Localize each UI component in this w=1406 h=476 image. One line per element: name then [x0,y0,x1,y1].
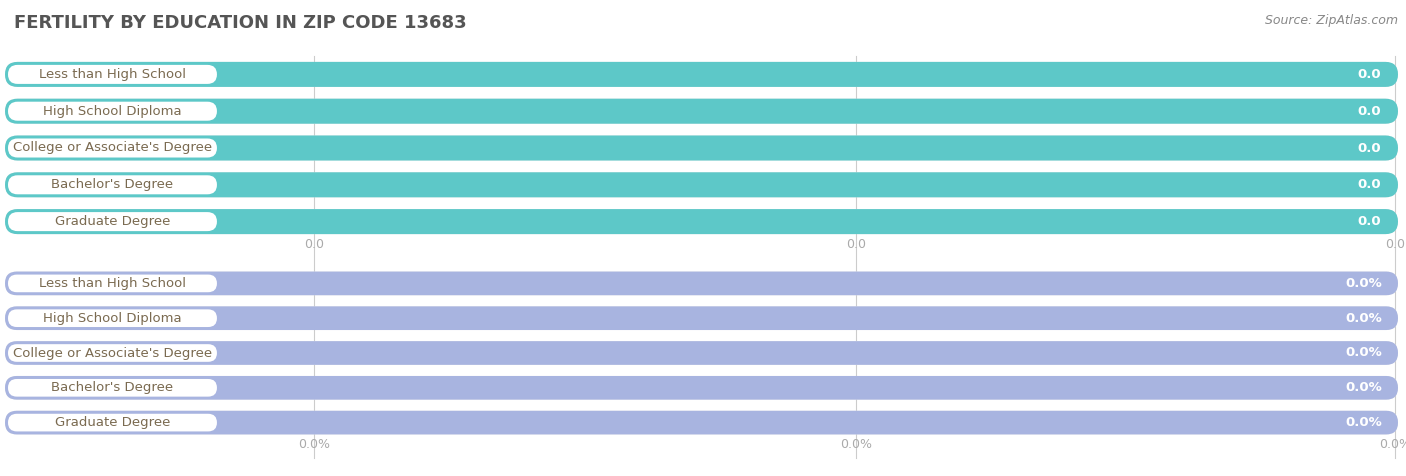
FancyBboxPatch shape [6,411,1398,435]
Text: Bachelor's Degree: Bachelor's Degree [52,381,173,394]
Text: 0.0: 0.0 [304,238,323,250]
FancyBboxPatch shape [8,275,217,292]
FancyBboxPatch shape [6,272,1398,295]
FancyBboxPatch shape [6,62,1398,87]
Text: 0.0%: 0.0% [298,437,330,450]
FancyBboxPatch shape [6,341,1398,365]
FancyBboxPatch shape [8,344,217,362]
Text: 0.0: 0.0 [1358,105,1382,118]
FancyBboxPatch shape [8,175,217,194]
FancyBboxPatch shape [8,212,217,231]
Text: Graduate Degree: Graduate Degree [55,416,170,429]
Text: FERTILITY BY EDUCATION IN ZIP CODE 13683: FERTILITY BY EDUCATION IN ZIP CODE 13683 [14,14,467,32]
Text: 0.0%: 0.0% [1379,437,1406,450]
FancyBboxPatch shape [6,99,1398,124]
FancyBboxPatch shape [8,379,217,397]
Text: College or Associate's Degree: College or Associate's Degree [13,141,212,155]
FancyBboxPatch shape [6,307,1398,330]
Text: 0.0%: 0.0% [1346,347,1382,359]
FancyBboxPatch shape [6,411,1398,435]
FancyBboxPatch shape [6,136,1398,160]
Text: Less than High School: Less than High School [39,68,186,81]
Text: 0.0%: 0.0% [1346,277,1382,290]
Text: Graduate Degree: Graduate Degree [55,215,170,228]
FancyBboxPatch shape [8,309,217,327]
FancyBboxPatch shape [8,139,217,158]
FancyBboxPatch shape [6,172,1398,198]
FancyBboxPatch shape [8,414,217,431]
Text: 0.0: 0.0 [1385,238,1405,250]
Text: Source: ZipAtlas.com: Source: ZipAtlas.com [1265,14,1398,27]
FancyBboxPatch shape [8,102,217,121]
Text: 0.0%: 0.0% [1346,416,1382,429]
FancyBboxPatch shape [6,272,1398,295]
Text: 0.0: 0.0 [1358,141,1382,155]
FancyBboxPatch shape [6,62,1398,87]
Text: Less than High School: Less than High School [39,277,186,290]
FancyBboxPatch shape [6,341,1398,365]
FancyBboxPatch shape [6,209,1398,234]
FancyBboxPatch shape [6,99,1398,124]
Text: 0.0%: 0.0% [839,437,872,450]
Text: 0.0: 0.0 [846,238,866,250]
FancyBboxPatch shape [8,65,217,84]
Text: Bachelor's Degree: Bachelor's Degree [52,178,173,191]
Text: High School Diploma: High School Diploma [44,105,181,118]
Text: College or Associate's Degree: College or Associate's Degree [13,347,212,359]
Text: High School Diploma: High School Diploma [44,312,181,325]
FancyBboxPatch shape [6,209,1398,234]
Text: 0.0%: 0.0% [1346,312,1382,325]
Text: 0.0: 0.0 [1358,178,1382,191]
Text: 0.0%: 0.0% [1346,381,1382,394]
FancyBboxPatch shape [6,376,1398,400]
FancyBboxPatch shape [6,136,1398,160]
FancyBboxPatch shape [6,307,1398,330]
FancyBboxPatch shape [6,376,1398,400]
FancyBboxPatch shape [6,172,1398,198]
Text: 0.0: 0.0 [1358,215,1382,228]
Text: 0.0: 0.0 [1358,68,1382,81]
